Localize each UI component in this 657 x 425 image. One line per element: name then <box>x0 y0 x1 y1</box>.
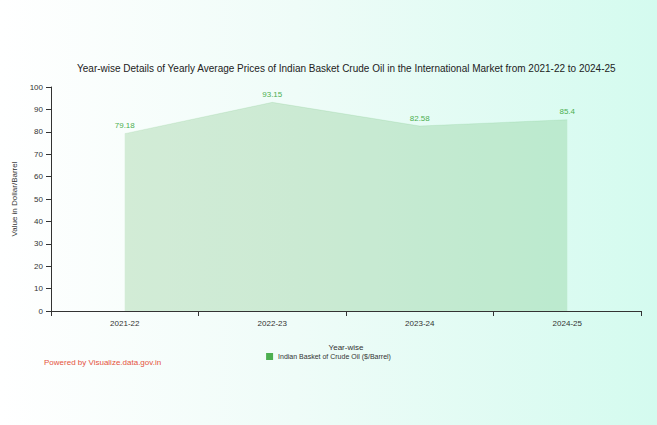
svg-text:79.18: 79.18 <box>115 121 136 130</box>
svg-text:10: 10 <box>34 284 43 293</box>
svg-text:Year-wise Details of Yearly Av: Year-wise Details of Yearly Average Pric… <box>77 63 616 74</box>
svg-text:20: 20 <box>34 262 43 271</box>
svg-text:2022-23: 2022-23 <box>258 319 288 328</box>
svg-text:40: 40 <box>34 217 43 226</box>
svg-text:2024-25: 2024-25 <box>553 319 583 328</box>
svg-text:60: 60 <box>34 172 43 181</box>
svg-text:2023-24: 2023-24 <box>405 319 435 328</box>
svg-text:Indian Basket of Crude Oil ($/: Indian Basket of Crude Oil ($/Barrel) <box>278 353 391 361</box>
svg-text:93.15: 93.15 <box>262 90 283 99</box>
svg-text:Value in Dollar/Barrel: Value in Dollar/Barrel <box>10 161 19 236</box>
svg-text:90: 90 <box>34 105 43 114</box>
svg-text:30: 30 <box>34 239 43 248</box>
svg-text:0: 0 <box>39 307 44 316</box>
svg-text:85.4: 85.4 <box>559 107 575 116</box>
svg-text:2021-22: 2021-22 <box>110 319 140 328</box>
svg-text:Year-wise: Year-wise <box>329 343 364 352</box>
svg-text:70: 70 <box>34 150 43 159</box>
svg-text:100: 100 <box>30 83 44 92</box>
svg-text:Powered by Visualize.data.gov.: Powered by Visualize.data.gov.in <box>44 358 161 367</box>
svg-text:80: 80 <box>34 127 43 136</box>
svg-text:50: 50 <box>34 195 43 204</box>
svg-text:82.58: 82.58 <box>410 114 431 123</box>
